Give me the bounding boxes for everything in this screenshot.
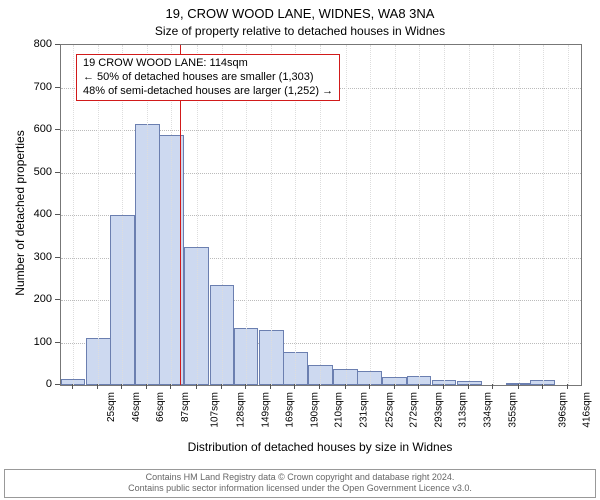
x-tick-label: 25sqm bbox=[106, 392, 117, 422]
grid-line-v bbox=[73, 45, 74, 385]
x-tick-label: 313sqm bbox=[457, 392, 468, 428]
grid-line-v bbox=[419, 45, 420, 385]
x-tick-label: 396sqm bbox=[557, 392, 568, 428]
x-tick-mark bbox=[567, 384, 568, 389]
x-tick-mark bbox=[345, 384, 346, 389]
y-tick-label: 500 bbox=[0, 166, 52, 178]
x-tick-label: 272sqm bbox=[408, 392, 419, 428]
x-tick-label: 252sqm bbox=[384, 392, 395, 428]
x-tick-mark bbox=[221, 384, 222, 389]
x-tick-label: 128sqm bbox=[235, 392, 246, 428]
y-tick-mark bbox=[55, 299, 60, 300]
x-tick-mark bbox=[196, 384, 197, 389]
grid-line-v bbox=[493, 45, 494, 385]
footer-line-1: Contains HM Land Registry data © Crown c… bbox=[9, 472, 591, 484]
x-tick-mark bbox=[245, 384, 246, 389]
y-tick-label: 200 bbox=[0, 293, 52, 305]
x-tick-label: 293sqm bbox=[433, 392, 444, 428]
grid-line-v bbox=[519, 45, 520, 385]
x-tick-mark bbox=[369, 384, 370, 389]
x-tick-mark bbox=[170, 384, 171, 389]
y-tick-label: 400 bbox=[0, 208, 52, 220]
x-tick-mark bbox=[492, 384, 493, 389]
x-tick-mark bbox=[319, 384, 320, 389]
x-tick-label: 169sqm bbox=[285, 392, 296, 428]
y-tick-label: 100 bbox=[0, 336, 52, 348]
x-tick-label: 334sqm bbox=[483, 392, 494, 428]
x-tick-mark bbox=[394, 384, 395, 389]
y-tick-mark bbox=[55, 384, 60, 385]
y-tick-label: 700 bbox=[0, 81, 52, 93]
annotation-line-1: 19 CROW WOOD LANE: 114sqm bbox=[83, 57, 333, 71]
x-tick-label: 210sqm bbox=[334, 392, 345, 428]
grid-line-v bbox=[469, 45, 470, 385]
x-tick-mark bbox=[418, 384, 419, 389]
x-tick-mark bbox=[443, 384, 444, 389]
y-tick-mark bbox=[55, 172, 60, 173]
annotation-line-2: ← 50% of detached houses are smaller (1,… bbox=[83, 71, 333, 85]
x-tick-mark bbox=[542, 384, 543, 389]
x-tick-mark bbox=[72, 384, 73, 389]
grid-line-v bbox=[346, 45, 347, 385]
y-tick-label: 300 bbox=[0, 251, 52, 263]
annotation-box: 19 CROW WOOD LANE: 114sqm ← 50% of detac… bbox=[76, 54, 340, 101]
x-axis-label: Distribution of detached houses by size … bbox=[60, 440, 580, 454]
x-tick-label: 107sqm bbox=[210, 392, 221, 428]
y-tick-mark bbox=[55, 44, 60, 45]
x-tick-label: 416sqm bbox=[581, 392, 592, 428]
x-tick-mark bbox=[468, 384, 469, 389]
x-tick-label: 355sqm bbox=[508, 392, 519, 428]
x-tick-label: 46sqm bbox=[131, 392, 142, 422]
x-tick-mark bbox=[270, 384, 271, 389]
x-tick-mark bbox=[146, 384, 147, 389]
footer-box: Contains HM Land Registry data © Crown c… bbox=[4, 469, 596, 498]
y-tick-label: 0 bbox=[0, 378, 52, 390]
y-tick-label: 800 bbox=[0, 38, 52, 50]
grid-line-v bbox=[395, 45, 396, 385]
page-title: 19, CROW WOOD LANE, WIDNES, WA8 3NA bbox=[0, 6, 600, 21]
y-tick-mark bbox=[55, 87, 60, 88]
y-tick-label: 600 bbox=[0, 123, 52, 135]
x-tick-mark bbox=[294, 384, 295, 389]
grid-line-v bbox=[543, 45, 544, 385]
grid-line-v bbox=[568, 45, 569, 385]
y-tick-mark bbox=[55, 257, 60, 258]
annotation-line-3: 48% of semi-detached houses are larger (… bbox=[83, 85, 333, 99]
x-tick-mark bbox=[97, 384, 98, 389]
y-tick-mark bbox=[55, 129, 60, 130]
grid-line-v bbox=[370, 45, 371, 385]
x-tick-mark bbox=[121, 384, 122, 389]
footer-line-2: Contains public sector information licen… bbox=[9, 483, 591, 495]
x-tick-label: 87sqm bbox=[180, 392, 191, 422]
page-subtitle: Size of property relative to detached ho… bbox=[0, 24, 600, 38]
x-tick-label: 149sqm bbox=[261, 392, 272, 428]
grid-line-v bbox=[444, 45, 445, 385]
x-tick-label: 231sqm bbox=[359, 392, 370, 428]
y-tick-mark bbox=[55, 214, 60, 215]
x-tick-label: 66sqm bbox=[155, 392, 166, 422]
x-tick-label: 190sqm bbox=[310, 392, 321, 428]
y-tick-mark bbox=[55, 342, 60, 343]
x-tick-mark bbox=[518, 384, 519, 389]
